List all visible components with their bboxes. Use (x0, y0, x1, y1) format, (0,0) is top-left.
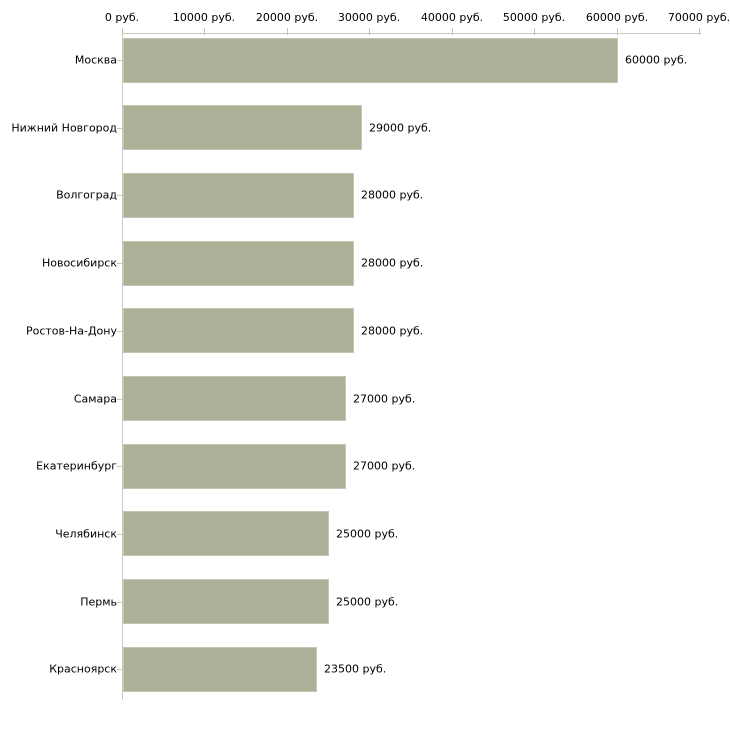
category-label: Пермь (80, 595, 117, 609)
bar-Екатеринбург (123, 444, 346, 489)
x-axis-tick (617, 28, 618, 35)
x-axis-tick (287, 28, 288, 35)
bar-Самара (123, 376, 346, 421)
category-label: Волгоград (56, 188, 117, 202)
value-label: 29000 руб. (369, 121, 432, 135)
value-label: 25000 руб. (336, 527, 399, 541)
category-label: Нижний Новгород (11, 121, 117, 135)
category-label: Челябинск (55, 527, 117, 541)
y-axis-tick (117, 195, 122, 196)
value-label: 23500 руб. (324, 662, 387, 676)
value-label: 28000 руб. (361, 324, 424, 338)
y-axis-tick (117, 399, 122, 400)
category-label: Новосибирск (41, 256, 117, 270)
y-axis-tick (117, 669, 122, 670)
bar-Красноярск (123, 647, 317, 692)
x-axis-tick-label: 30000 руб. (337, 11, 401, 24)
bar-Нижний Новгород (123, 105, 362, 150)
value-label: 28000 руб. (361, 188, 424, 202)
category-label: Москва (74, 53, 117, 67)
y-axis-line (122, 33, 123, 700)
y-axis-tick (117, 466, 122, 467)
bar-Волгоград (123, 173, 354, 218)
x-axis-tick-label: 40000 руб. (420, 11, 484, 24)
x-axis-tick-label: 70000 руб. (667, 11, 730, 24)
x-axis-tick (204, 28, 205, 35)
x-axis-tick (369, 28, 370, 35)
x-axis-tick-label: 60000 руб. (585, 11, 649, 24)
bar-Челябинск (123, 511, 329, 556)
x-axis-tick (534, 28, 535, 35)
value-label: 27000 руб. (353, 392, 416, 406)
category-label: Самара (73, 392, 117, 406)
value-label: 27000 руб. (353, 459, 416, 473)
category-label: Красноярск (49, 662, 117, 676)
x-axis-tick-label: 50000 руб. (502, 11, 566, 24)
value-label: 28000 руб. (361, 256, 424, 270)
bar-Ростов-На-Дону (123, 308, 354, 353)
x-axis-tick-label: 0 руб. (104, 11, 140, 24)
bar-Москва (123, 38, 618, 83)
x-axis-tick (452, 28, 453, 35)
y-axis-tick (117, 331, 122, 332)
bar-Пермь (123, 579, 329, 624)
x-axis-tick-label: 20000 руб. (255, 11, 319, 24)
y-axis-tick (117, 263, 122, 264)
y-axis-tick (117, 602, 122, 603)
y-axis-tick (117, 534, 122, 535)
bar-Новосибирск (123, 241, 354, 286)
y-axis-tick (117, 60, 122, 61)
value-label: 60000 руб. (625, 53, 688, 67)
category-label: Ростов-На-Дону (25, 324, 117, 338)
x-axis-tick (122, 28, 123, 35)
y-axis-tick (117, 128, 122, 129)
category-label: Екатеринбург (36, 459, 117, 473)
value-label: 25000 руб. (336, 595, 399, 609)
x-axis-tick-label: 10000 руб. (172, 11, 236, 24)
x-axis-tick (699, 28, 700, 35)
x-axis-line (122, 33, 701, 34)
